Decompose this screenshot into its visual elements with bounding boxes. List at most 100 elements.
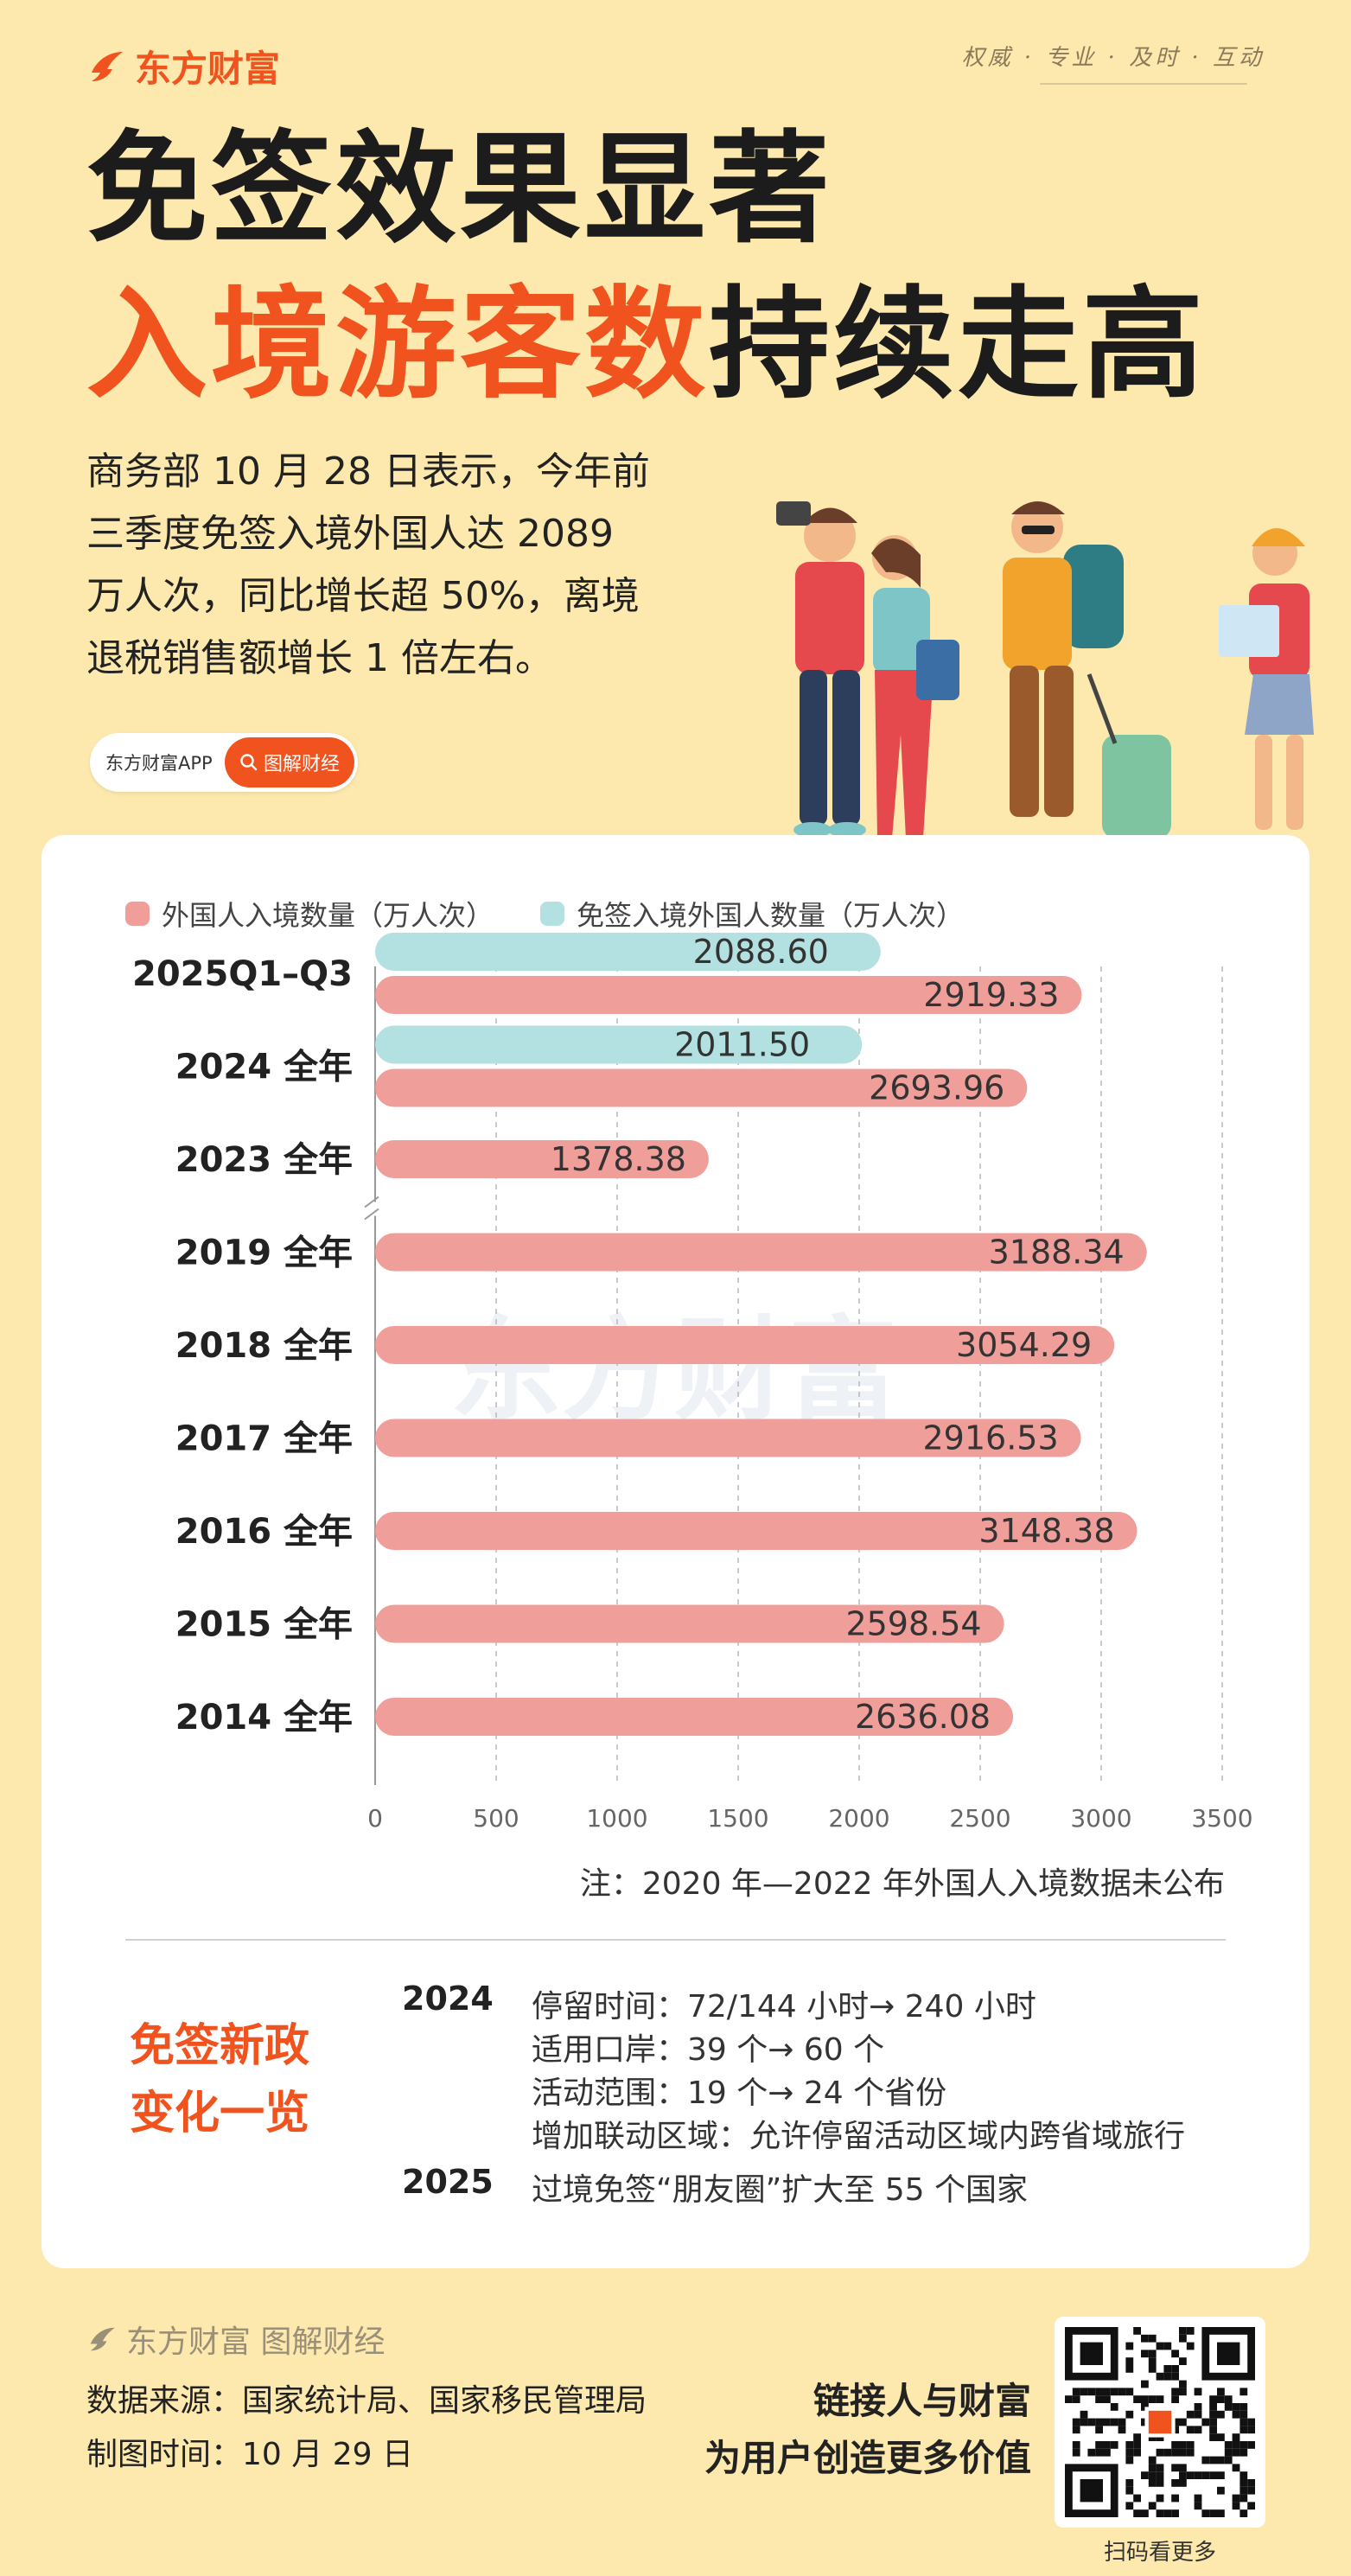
bar-foreign-entries: [375, 1326, 1115, 1364]
qr-module: [1179, 2418, 1187, 2426]
qr-module: [1156, 2342, 1164, 2350]
qr-module: [1156, 2479, 1164, 2487]
qr-module: [1125, 2502, 1134, 2510]
qr-module: [1239, 2486, 1248, 2495]
qr-module: [1232, 2410, 1240, 2419]
qr-module: [1072, 2426, 1080, 2434]
qr-module: [1103, 2395, 1111, 2403]
qr-module: [1125, 2410, 1134, 2419]
qr-module: [1125, 2479, 1134, 2487]
qr-module: [1125, 2388, 1134, 2396]
qr-module: [1171, 2388, 1179, 2396]
qr-module: [1232, 2433, 1240, 2441]
qr-module: [1209, 2433, 1217, 2441]
qr-caption: 扫码看更多: [1103, 2540, 1216, 2566]
qr-module: [1103, 2418, 1111, 2426]
qr-module: [1179, 2448, 1187, 2457]
legend-swatch: [125, 902, 150, 926]
qr-module: [1209, 2403, 1217, 2411]
qr-module: [1209, 2456, 1217, 2464]
qr-module: [1080, 2342, 1103, 2365]
qr-module: [1217, 2342, 1240, 2365]
policy-line: 适用口岸：39 个→ 60 个: [532, 2032, 885, 2068]
footer-time: 制图时间：10 月 29 日: [86, 2437, 413, 2472]
qr-module: [1186, 2410, 1195, 2419]
qr-module: [1239, 2494, 1248, 2503]
x-tick-label: 0: [367, 1804, 383, 1833]
footer-slogan-line: 为用户创造更多价值: [704, 2437, 1031, 2479]
x-tick-label: 500: [473, 1804, 519, 1833]
category-label: 2023 全年: [175, 1140, 353, 1180]
policy-line: 停留时间：72/144 小时→ 240 小时: [532, 1989, 1036, 2024]
app-chip[interactable]: 东方财富APP 图解财经: [90, 733, 358, 792]
legend-swatch: [540, 902, 565, 926]
qr-module: [1209, 2509, 1217, 2517]
chart-legend: 外国人入境数量（万人次） 免签入境外国人数量（万人次）: [125, 894, 998, 934]
policy-year: 2025: [402, 2163, 494, 2201]
qr-module: [1148, 2479, 1157, 2487]
qr-module: [1179, 2464, 1187, 2472]
qr-module: [1095, 2426, 1103, 2434]
qr-module: [1179, 2334, 1187, 2343]
qr-module: [1201, 2509, 1210, 2517]
bar-foreign-entries: [375, 976, 1082, 1014]
footer-source: 数据来源：国家统计局、国家移民管理局: [86, 2383, 647, 2419]
qr-module: [1247, 2479, 1255, 2487]
bar-foreign-entries: [375, 1698, 1014, 1736]
qr-module: [1110, 2418, 1118, 2426]
qr-module: [1095, 2395, 1103, 2403]
qr-module: [1209, 2426, 1217, 2434]
qr-module: [1179, 2441, 1187, 2449]
qr-module: [1163, 2342, 1172, 2350]
qr-module: [1148, 2350, 1157, 2358]
qr-module: [1148, 2410, 1172, 2434]
qr-module: [1095, 2441, 1103, 2449]
bar-value-label: 3148.38: [978, 1512, 1114, 1550]
qr-module: [1247, 2426, 1255, 2434]
qr-module: [1194, 2494, 1202, 2503]
category-label: 2016 全年: [175, 1512, 353, 1552]
bar-value-label: 3054.29: [956, 1326, 1092, 1364]
intro-line: 退税销售额增长 1 倍左右。: [86, 636, 553, 680]
qr-module: [1087, 2448, 1096, 2457]
qr-module: [1125, 2365, 1134, 2373]
qr-code-icon: [1065, 2327, 1255, 2517]
qr-module: [1103, 2441, 1111, 2449]
footer-brand-text: 东方财富 图解财经: [126, 2324, 386, 2360]
qr-module: [1125, 2456, 1134, 2464]
traveler-backpacker: [1003, 501, 1171, 838]
qr-module: [1095, 2448, 1103, 2457]
qr-module: [1148, 2365, 1157, 2373]
qr-module: [1156, 2372, 1164, 2381]
qr-module: [1148, 2395, 1157, 2403]
qr-module: [1186, 2471, 1195, 2479]
qr-module: [1087, 2388, 1096, 2396]
qr-module: [1148, 2357, 1157, 2365]
x-tick-label: 1500: [707, 1804, 768, 1833]
bar-foreign-entries: [375, 1419, 1081, 1457]
qr-module: [1080, 2479, 1103, 2503]
qr-module: [1171, 2448, 1179, 2457]
legend-item-visa-free: 免签入境外国人数量（万人次）: [540, 894, 964, 934]
qr-module: [1156, 2471, 1164, 2479]
qr-module: [1148, 2502, 1157, 2510]
qr-module: [1179, 2327, 1187, 2335]
qr-module: [1156, 2494, 1164, 2503]
qr-module: [1133, 2494, 1141, 2503]
qr-module: [1217, 2410, 1225, 2419]
chip-button[interactable]: 图解财经: [225, 737, 354, 787]
qr-module: [1194, 2471, 1202, 2479]
category-label: 2014 全年: [175, 1698, 353, 1738]
traveler-photographer: [776, 501, 866, 838]
title-line2: 入境游客数持续走高: [86, 285, 1207, 406]
qr-module: [1224, 2441, 1233, 2449]
qr-module: [1186, 2426, 1195, 2434]
qr-module: [1171, 2464, 1179, 2472]
category-label: 2018 全年: [175, 1326, 353, 1366]
qr-code[interactable]: [1055, 2317, 1265, 2528]
qr-module: [1194, 2502, 1202, 2510]
qr-module: [1232, 2502, 1240, 2510]
bar-value-label: 2598.54: [845, 1605, 981, 1643]
policy-title: 免签新政 变化一览: [130, 2012, 309, 2147]
intro-line: 万人次，同比增长超 50%，离境: [86, 574, 640, 618]
